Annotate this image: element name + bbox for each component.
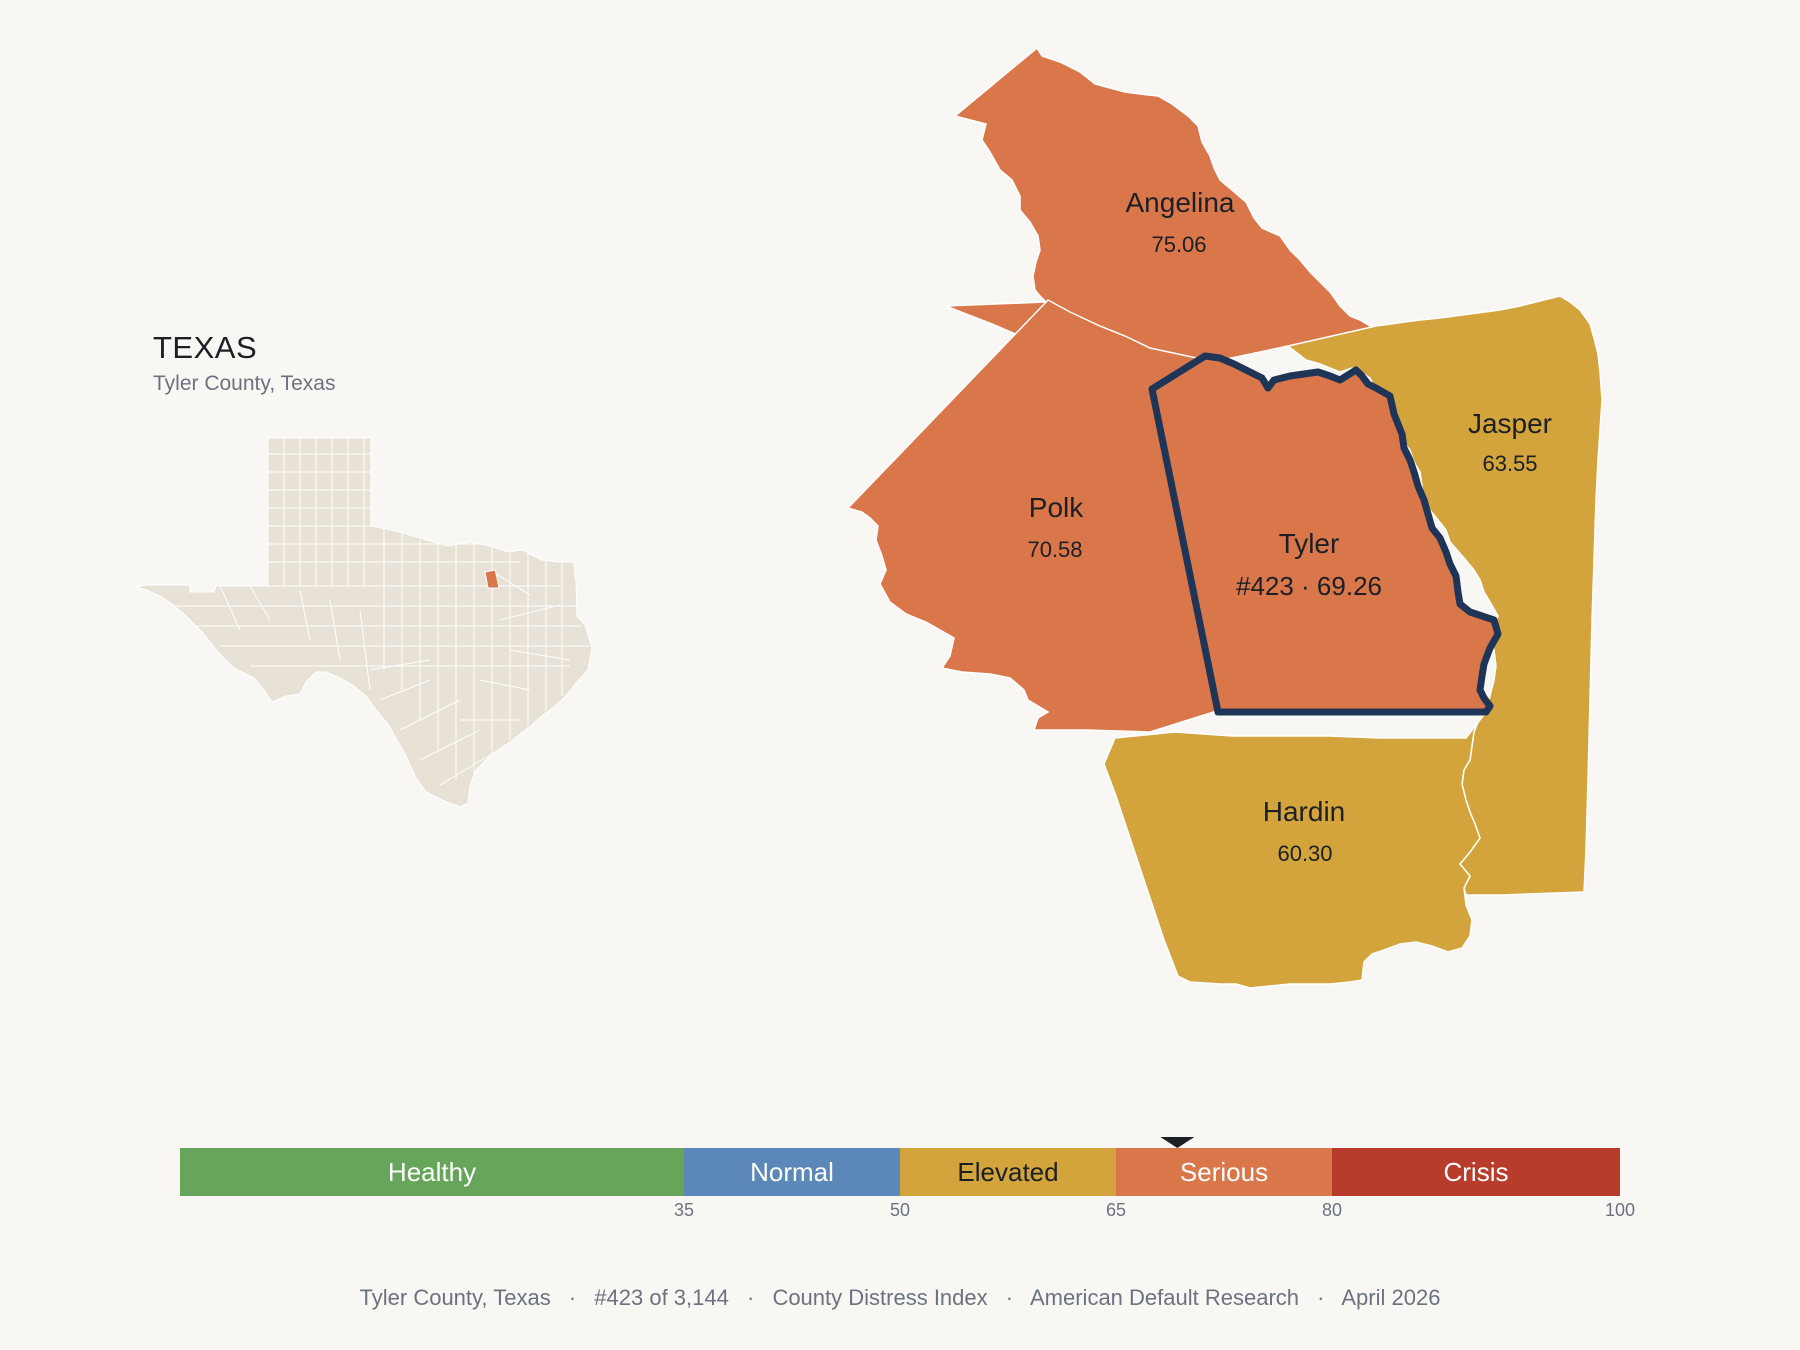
state-subtitle: Tyler County, Texas xyxy=(153,372,336,395)
distress-legend: Healthy Normal Elevated Serious Crisis 35 50 6… xyxy=(180,1137,1635,1220)
legend-label-normal: Normal xyxy=(750,1157,834,1187)
county-angelina[interactable] xyxy=(945,46,1383,373)
legend-label-healthy: Healthy xyxy=(388,1157,476,1187)
county-grid-lines xyxy=(170,438,590,800)
legend-label-crisis: Crisis xyxy=(1444,1157,1509,1187)
county-tyler[interactable] xyxy=(1148,352,1502,716)
county-score-angelina: 75.06 xyxy=(1151,232,1206,257)
county-score-jasper: 63.55 xyxy=(1482,451,1537,476)
state-title: TEXAS xyxy=(153,330,258,365)
county-name-angelina: Angelina xyxy=(1126,187,1235,218)
legend-segment-normal xyxy=(684,1148,900,1196)
legend-tick-label: 100 xyxy=(1605,1200,1635,1220)
legend-label-elevated: Elevated xyxy=(957,1157,1058,1187)
county-name-polk: Polk xyxy=(1029,492,1084,523)
legend-segment-serious xyxy=(1116,1148,1332,1196)
legend-marker-triangle xyxy=(1160,1137,1195,1148)
texas-state-shape xyxy=(135,437,593,808)
legend-segment-elevated xyxy=(900,1148,1116,1196)
county-score-polk: 70.58 xyxy=(1027,537,1082,562)
footer: Tyler County, Texas · #423 of 3,144 · Co… xyxy=(0,1285,1800,1311)
footer-separator: · xyxy=(746,1285,755,1310)
legend-tick-label: 35 xyxy=(674,1200,694,1220)
legend-segment-crisis xyxy=(1332,1148,1620,1196)
county-score-hardin: 60.30 xyxy=(1277,841,1332,866)
footer-index: County Distress Index xyxy=(772,1285,988,1310)
footer-county: Tyler County, Texas xyxy=(359,1285,551,1310)
county-rank-score-tyler: #423 · 69.26 xyxy=(1236,571,1382,601)
county-name-jasper: Jasper xyxy=(1468,408,1552,439)
legend-label-serious: Serious xyxy=(1180,1157,1268,1187)
texas-locator-map xyxy=(135,437,593,808)
legend-tick-label: 50 xyxy=(890,1200,910,1220)
regional-county-map: Angelina 75.06 Polk 70.58 Jasper 63.55 H… xyxy=(846,46,1603,989)
footer-rank: #423 of 3,144 xyxy=(594,1285,729,1310)
county-name-tyler: Tyler xyxy=(1279,528,1340,559)
county-hardin[interactable] xyxy=(1103,711,1487,989)
county-name-hardin: Hardin xyxy=(1263,796,1345,827)
footer-source: American Default Research xyxy=(1030,1285,1300,1310)
footer-date: April 2026 xyxy=(1341,1285,1441,1310)
legend-tick-label: 65 xyxy=(1106,1200,1126,1220)
legend-tick-label: 80 xyxy=(1322,1200,1342,1220)
county-labels: Angelina 75.06 Polk 70.58 Jasper 63.55 H… xyxy=(1027,187,1552,866)
legend-segment-healthy xyxy=(180,1148,684,1196)
legend-ticks: 35 50 65 80 100 xyxy=(674,1200,1635,1220)
legend-segments: Healthy Normal Elevated Serious Crisis xyxy=(180,1148,1620,1196)
footer-separator: · xyxy=(568,1285,577,1310)
tyler-county-locator xyxy=(484,569,500,589)
footer-separator: · xyxy=(1005,1285,1014,1310)
footer-separator: · xyxy=(1317,1285,1325,1310)
